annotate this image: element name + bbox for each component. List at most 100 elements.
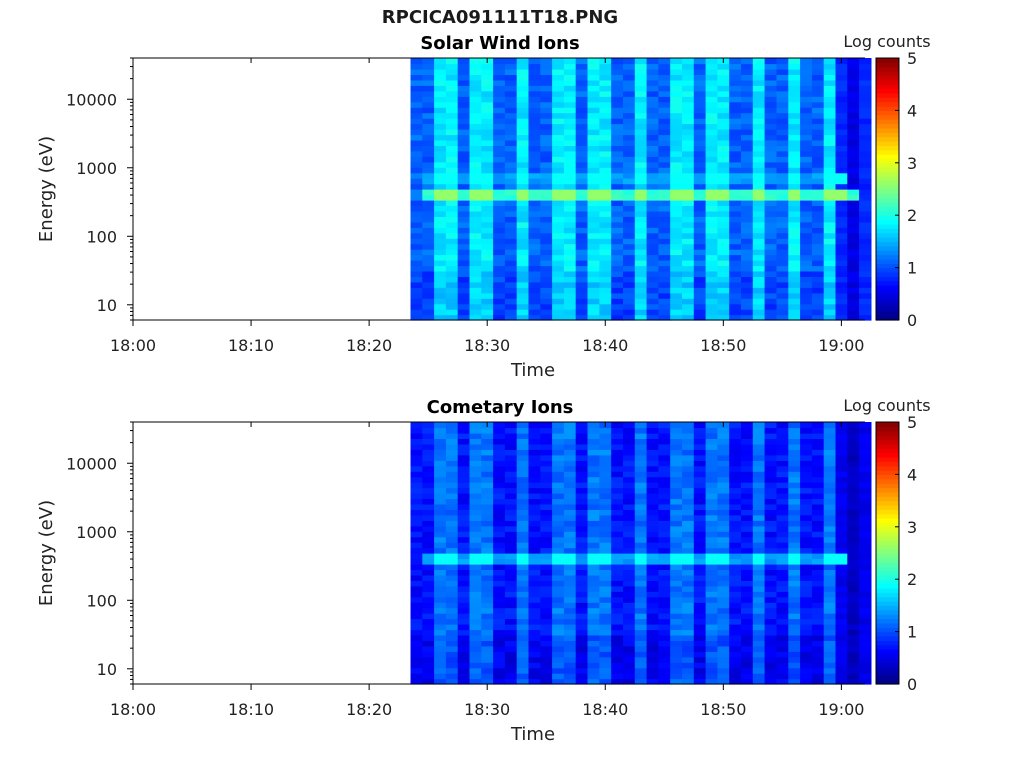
heatmap-cell bbox=[563, 585, 577, 592]
heatmap-cell bbox=[469, 172, 482, 179]
heatmap-cell bbox=[422, 101, 435, 108]
colorbar-swatch bbox=[876, 614, 899, 620]
heatmap-cell bbox=[658, 493, 671, 500]
heatmap-cell bbox=[575, 558, 589, 565]
heatmap-cell bbox=[682, 134, 695, 141]
heatmap-cell bbox=[776, 476, 789, 483]
heatmap-cell bbox=[646, 558, 659, 565]
heatmap-cell bbox=[493, 460, 506, 467]
heatmap-cell bbox=[623, 553, 636, 560]
heatmap-cell bbox=[835, 68, 848, 75]
heatmap-cell bbox=[469, 178, 482, 185]
heatmap-cell bbox=[516, 580, 530, 587]
heatmap-cell bbox=[847, 134, 860, 141]
heatmap-cell bbox=[800, 167, 813, 174]
heatmap-cell bbox=[705, 613, 718, 620]
heatmap-cell bbox=[563, 454, 577, 461]
heatmap-cell bbox=[800, 531, 813, 538]
heatmap-cell bbox=[469, 580, 482, 587]
heatmap-cell bbox=[811, 640, 825, 647]
heatmap-cell bbox=[540, 634, 553, 641]
heatmap-cell bbox=[729, 68, 742, 75]
heatmap-cell bbox=[469, 260, 482, 267]
heatmap-cell bbox=[693, 574, 707, 581]
heatmap-cell bbox=[752, 96, 766, 103]
colorbar-swatch bbox=[876, 609, 899, 615]
heatmap-cell bbox=[788, 249, 801, 256]
heatmap-cell bbox=[634, 585, 648, 592]
heatmap-cell bbox=[717, 221, 730, 228]
heatmap-cell bbox=[422, 232, 435, 239]
heatmap-cell bbox=[776, 574, 789, 581]
heatmap-cell bbox=[800, 536, 813, 543]
heatmap-cell bbox=[504, 183, 518, 190]
heatmap-cell bbox=[811, 85, 825, 92]
heatmap-cell bbox=[658, 178, 671, 185]
heatmap-cell bbox=[504, 667, 518, 674]
heatmap-cell bbox=[859, 520, 872, 527]
colorbar-swatch bbox=[876, 289, 899, 295]
heatmap-cell bbox=[599, 514, 612, 521]
heatmap-cell bbox=[741, 422, 754, 429]
heatmap-cell bbox=[552, 618, 565, 625]
heatmap-cell bbox=[457, 199, 471, 206]
y-axis-label: Energy (eV) bbox=[36, 500, 57, 606]
heatmap-cell bbox=[493, 465, 506, 472]
heatmap-cell bbox=[410, 314, 423, 321]
heatmap-cell bbox=[434, 123, 447, 130]
heatmap-cell bbox=[575, 651, 589, 658]
heatmap-cell bbox=[670, 281, 683, 288]
heatmap-cell bbox=[410, 651, 423, 658]
heatmap-cell bbox=[811, 281, 825, 288]
heatmap-cell bbox=[729, 216, 742, 223]
heatmap-cell bbox=[752, 574, 766, 581]
heatmap-cell bbox=[410, 260, 423, 267]
heatmap-cell bbox=[859, 465, 872, 472]
colorbar-swatch bbox=[876, 456, 899, 462]
heatmap-cell bbox=[705, 432, 718, 439]
heatmap-cell bbox=[729, 443, 742, 450]
heatmap-cell bbox=[646, 227, 659, 234]
heatmap-cell bbox=[623, 569, 636, 576]
heatmap-cell bbox=[646, 276, 659, 283]
heatmap-cell bbox=[587, 602, 600, 609]
heatmap-cell bbox=[752, 134, 766, 141]
heatmap-cell bbox=[646, 482, 659, 489]
heatmap-cell bbox=[835, 585, 848, 592]
heatmap-cell bbox=[410, 249, 423, 256]
heatmap-cell bbox=[670, 194, 683, 201]
heatmap-cell bbox=[823, 189, 837, 196]
heatmap-cell bbox=[658, 536, 671, 543]
heatmap-cell bbox=[623, 634, 636, 641]
heatmap-cell bbox=[788, 303, 801, 310]
heatmap-cell bbox=[859, 558, 872, 565]
heatmap-cell bbox=[859, 314, 872, 321]
heatmap-cell bbox=[552, 422, 565, 429]
heatmap-cell bbox=[847, 580, 860, 587]
heatmap-cell bbox=[847, 216, 860, 223]
heatmap-cell bbox=[563, 503, 577, 510]
heatmap-cell bbox=[422, 678, 435, 685]
heatmap-cell bbox=[729, 221, 742, 228]
heatmap-cell bbox=[670, 265, 683, 272]
heatmap-cell bbox=[493, 134, 506, 141]
heatmap-cell bbox=[823, 596, 837, 603]
heatmap-cell bbox=[693, 183, 707, 190]
heatmap-cell bbox=[481, 454, 494, 461]
heatmap-cell bbox=[776, 265, 789, 272]
heatmap-cell bbox=[552, 553, 565, 560]
heatmap-cell bbox=[552, 265, 565, 272]
heatmap-cell bbox=[410, 553, 423, 560]
heatmap-cell bbox=[599, 139, 612, 146]
heatmap-cell bbox=[493, 662, 506, 669]
heatmap-cell bbox=[682, 667, 695, 674]
heatmap-cell bbox=[800, 629, 813, 636]
heatmap-cell bbox=[835, 101, 848, 108]
heatmap-cell bbox=[493, 678, 506, 685]
y-tick-label: 10 bbox=[97, 296, 117, 315]
heatmap-cell bbox=[859, 553, 872, 560]
heatmap-cell bbox=[693, 531, 707, 538]
heatmap-cell bbox=[764, 602, 777, 609]
heatmap-cell bbox=[575, 107, 589, 114]
heatmap-cell bbox=[741, 238, 754, 245]
